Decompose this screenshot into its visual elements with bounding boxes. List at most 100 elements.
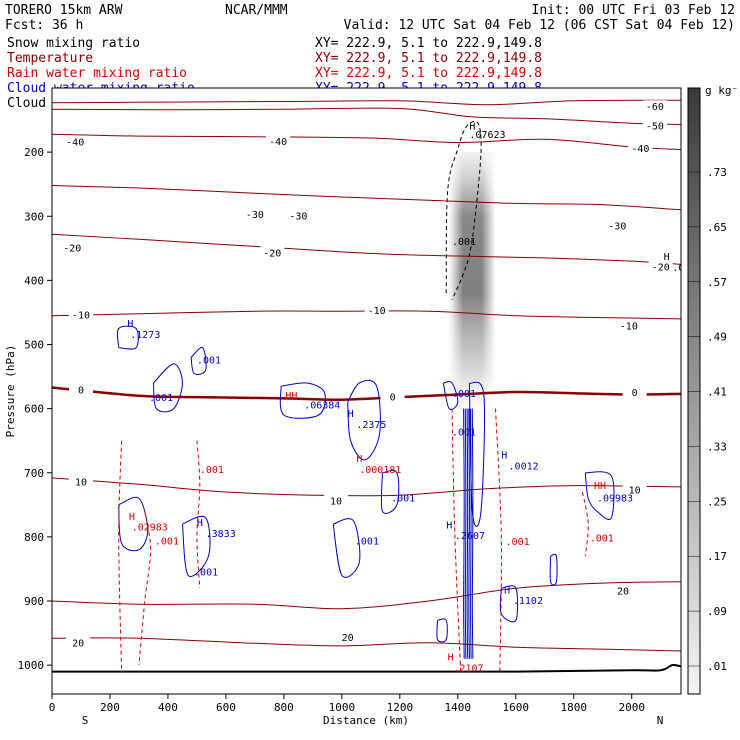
y-axis: 200 300 400 500 600 700 800 900 1000 [18, 146, 52, 672]
isotherm-label: -20 [652, 263, 670, 274]
y-tick-label: 800 [24, 531, 44, 544]
cloud-water-contour [442, 381, 459, 411]
forecast-hour: Fcst: 36 h [5, 18, 83, 33]
axis-end-left: S [82, 714, 89, 727]
temperature-isotherms: -60 -50 -40 -40 -40 -30 -30 -30 -20 -20 -20 -10 -10 -… [52, 99, 681, 652]
cloud-water-contour [347, 379, 381, 461]
isotherm-label-bg [605, 219, 630, 231]
isotherm-label: -40 [269, 137, 287, 148]
legend-name: Temperature [7, 51, 93, 66]
contour-label: .001 [452, 428, 476, 439]
valid-time: Valid: 12 UTC Sat 04 Feb 12 (06 CST Sat … [344, 18, 735, 33]
contour-label: .001 [506, 537, 530, 548]
x-tick-label: 1000 [329, 701, 356, 714]
contour-label: HH [594, 481, 606, 492]
legend-name: Rain water mixing ratio [7, 66, 187, 81]
colorbar-label: .49 [707, 331, 727, 344]
legend-xy: XY= 222.9, 5.1 to 222.9,149.8 [315, 66, 542, 81]
plot-frame [51, 87, 682, 695]
contour-label: H [501, 451, 507, 462]
isotherm-label: -10 [620, 322, 638, 333]
cloud-water-contour [499, 585, 519, 623]
cloud-water-contour [279, 382, 326, 419]
colorbar-label: .01 [707, 660, 727, 673]
cloud-water-contour [153, 363, 183, 413]
contour-label: .0012 [509, 462, 539, 473]
contour-label: .3833 [206, 529, 236, 540]
contour-label: H [127, 319, 133, 330]
colorbar-label: .57 [707, 276, 727, 289]
contour-label: .001 [452, 389, 476, 400]
y-tick-label: 700 [24, 467, 44, 480]
rain-water-contours [118, 408, 589, 672]
y-tick-label: 500 [24, 339, 44, 352]
contour-label: H [129, 512, 135, 523]
contour-label: H [504, 585, 510, 596]
rain-water-contour [138, 511, 152, 666]
x-tick-label: 2000 [618, 701, 645, 714]
terrain-profile [52, 663, 681, 673]
isotherm-label-bg [622, 386, 647, 398]
contour-label: .09983 [597, 494, 633, 505]
contour-label: H [664, 252, 670, 263]
colorbar-label: .09 [707, 605, 727, 618]
isotherm-label: -60 [646, 102, 664, 113]
isotherm-label: 10 [629, 486, 641, 497]
contour-label: .000181 [359, 465, 401, 476]
contour-label: HH [285, 391, 297, 402]
isotherm-label: 0 [632, 388, 638, 399]
isotherm-line [52, 185, 681, 211]
isotherm-label: -50 [646, 121, 664, 132]
isotherm-line [52, 233, 681, 265]
isotherm-label: 0 [390, 393, 396, 404]
isotherm-label-bg [642, 100, 667, 112]
isotherm-label: 20 [617, 586, 629, 597]
isotherm-label: 10 [330, 497, 342, 508]
snow-label: .001 [452, 237, 476, 248]
colorbar-label: .73 [707, 166, 727, 179]
y-tick-label: 300 [24, 210, 44, 223]
rain-water-contour [581, 491, 589, 557]
colorbar-ramp [687, 87, 701, 695]
x-axis: 0 200 400 600 800 1000 1200 1400 1600 1800 2000 [49, 694, 645, 714]
terrain-line [52, 663, 681, 673]
isotherm-label-bg [335, 631, 360, 643]
isotherm-label-bg [611, 584, 636, 596]
isotherm-label: -10 [368, 306, 386, 317]
isotherm-label-bg [266, 134, 291, 146]
snow-core-edge [449, 152, 496, 409]
cloud-water-contour [463, 408, 465, 659]
contour-label: .001 [355, 537, 379, 548]
cloud-water-contour [118, 496, 149, 552]
isotherm-label: -10 [72, 311, 90, 322]
isotherm-line [52, 581, 681, 610]
isotherm-label-bg [66, 636, 91, 648]
x-tick-label: 0 [49, 701, 56, 714]
isotherm-line [52, 107, 681, 126]
y-tick-label: 400 [24, 274, 44, 287]
isotherm-label: 0 [78, 386, 84, 397]
init-time: Init: 00 UTC Fri 03 Feb 12 [532, 3, 736, 18]
isotherm-label-bg [286, 209, 311, 221]
contour-label: H [446, 521, 452, 532]
contour-label: .001 [200, 465, 224, 476]
axis-end-right: N [657, 714, 664, 727]
contour-label: .001 [155, 537, 179, 548]
isotherm-label: -40 [66, 138, 84, 149]
isotherm-label-bg [260, 246, 285, 258]
contour-label: .001 [590, 533, 614, 544]
contour-label: .2107 [453, 664, 483, 675]
legend-xy: XY= 222.9, 5.1 to 222.9,149.8 [315, 36, 542, 51]
isotherm-label: -30 [608, 222, 626, 233]
isotherm-label-bg [628, 141, 653, 153]
x-tick-label: 600 [216, 701, 236, 714]
cloud-water-contour [549, 553, 558, 586]
colorbar-label: .41 [707, 386, 727, 399]
rain-water-contour [451, 408, 462, 672]
isotherm-label-bg [642, 119, 667, 131]
plot-area [52, 88, 681, 694]
contour-label: .1102 [513, 596, 543, 607]
contour-label: .2375 [356, 420, 386, 431]
legend-xy: XY= 222.9, 5.1 to 222.9,149.8 [315, 51, 542, 66]
